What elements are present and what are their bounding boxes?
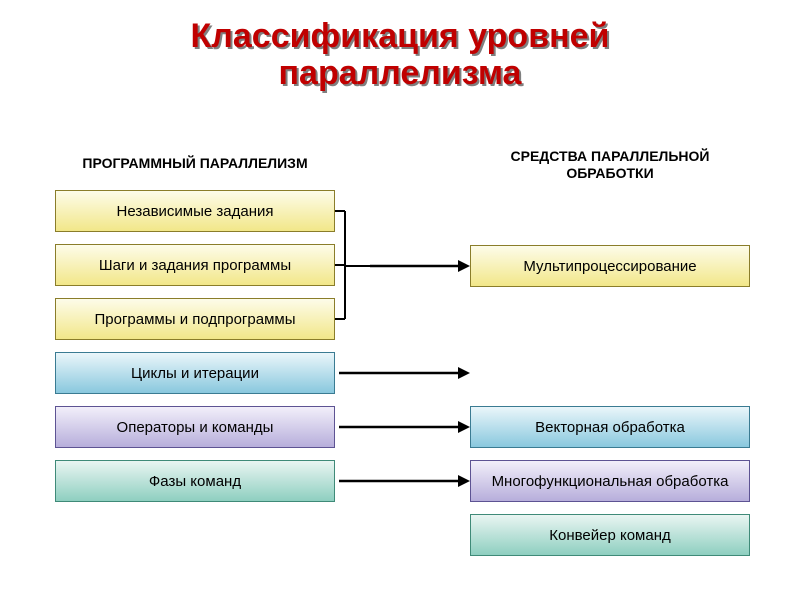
left-box-3: Циклы и итерации [55,352,335,394]
right-box-vector: Векторная обработка [470,406,750,448]
right-box-multifunc: Многофункциональная обработка [470,460,750,502]
heading-left: ПРОГРАММНЫЙ ПАРАЛЛЕЛИЗМ [55,155,335,172]
left-box-5: Фазы команд [55,460,335,502]
title-line-2: параллелизма [279,54,522,92]
right-box-multiproc: Мультипроцессирование [470,245,750,287]
left-box-0: Независимые задания [55,190,335,232]
left-box-4: Операторы и команды [55,406,335,448]
right-box-pipeline: Конвейер команд [470,514,750,556]
page-title: Классификация уровней параллелизма [0,0,800,93]
left-box-2: Программы и подпрограммы [55,298,335,340]
heading-right: СРЕДСТВА ПАРАЛЛЕЛЬНОЙ ОБРАБОТКИ [470,148,750,182]
title-line-1: Классификация уровней [191,17,610,55]
left-box-1: Шаги и задания программы [55,244,335,286]
